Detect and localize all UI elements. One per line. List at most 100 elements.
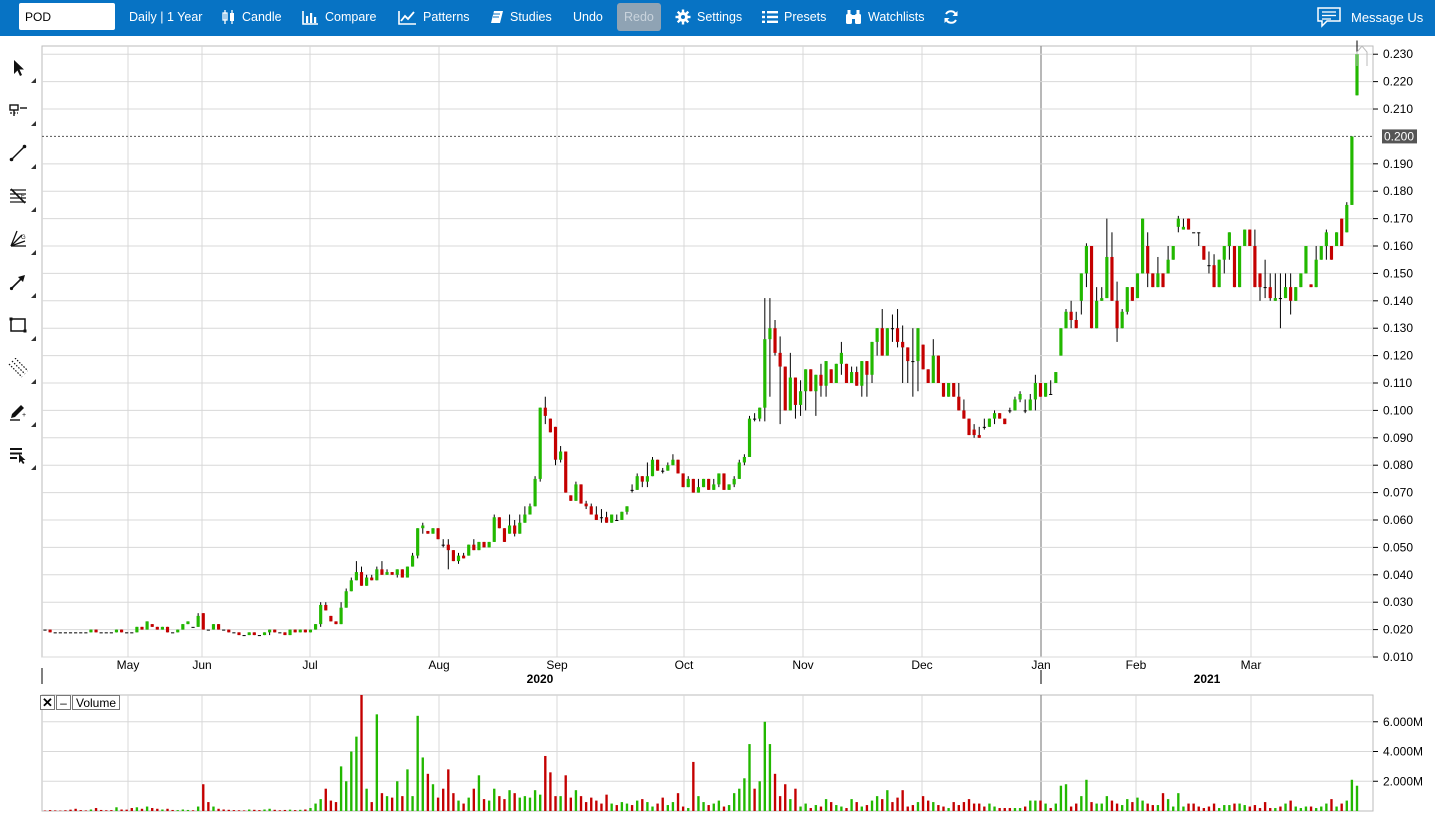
candle-body (1095, 300, 1099, 329)
compare-button[interactable]: Compare (302, 0, 376, 34)
volume-bar (467, 797, 470, 811)
volume-bar (1355, 785, 1359, 811)
volume-bar (972, 803, 976, 811)
current-price-label: 0.200 (1384, 129, 1414, 143)
watchlists-button[interactable]: Watchlists (845, 0, 925, 34)
rectangle-tool[interactable] (6, 311, 36, 341)
candle-body (1294, 287, 1298, 301)
volume-bar (1172, 806, 1175, 811)
volume-bar (1085, 779, 1088, 811)
candle-body (533, 478, 537, 507)
volume-bar (671, 802, 675, 811)
line-tool[interactable] (6, 139, 36, 169)
message-us-button[interactable]: Message Us (1316, 0, 1423, 34)
redo-button[interactable]: Redo (617, 3, 661, 31)
candle-body (860, 361, 864, 386)
candle-body (1074, 319, 1078, 329)
volume-bar (222, 809, 225, 811)
volume-bar (865, 805, 869, 811)
volume-bar (1212, 803, 1216, 811)
gann-fan-tool[interactable]: G (6, 225, 36, 255)
volume-bar (1044, 803, 1047, 811)
volume-bar (115, 807, 118, 811)
volume-bar (998, 808, 1001, 811)
candle-body (1217, 259, 1221, 288)
volume-bar (1064, 784, 1068, 811)
volume-bar (48, 810, 52, 811)
candle-body (1151, 273, 1155, 288)
candle-body (1171, 246, 1175, 260)
volume-bar (886, 790, 889, 811)
volume-bar (1039, 800, 1042, 811)
candle-body (232, 632, 236, 634)
patterns-button[interactable]: Patterns (398, 0, 470, 34)
volume-bar (401, 796, 404, 811)
annotation-pen-tool[interactable]: + (6, 397, 36, 427)
studies-button[interactable]: Studies (490, 0, 552, 34)
undo-label: Undo (573, 10, 603, 24)
volume-bar (1100, 803, 1103, 811)
chart-area[interactable]: May Jun Jul Aug Sep Oct Nov Dec Jan Feb Mar 2020 202… (0, 36, 1435, 817)
candle-body (604, 517, 609, 523)
volume-bar (584, 802, 588, 811)
patterns-label: Patterns (423, 10, 470, 24)
candle-body (365, 577, 369, 586)
volume-bar (1080, 796, 1083, 811)
undo-button[interactable]: Undo (573, 0, 603, 34)
close-volume-panel-button[interactable]: ✕ (40, 695, 55, 710)
chat-bubble-icon (1317, 7, 1341, 28)
x-tick-label: Aug (428, 658, 449, 672)
chart-type-button[interactable]: Candle (222, 0, 282, 34)
candle-body (186, 621, 190, 625)
volume-bar (1069, 806, 1073, 811)
volume-bar (916, 802, 920, 811)
volume-bar (421, 757, 424, 811)
candle-body (574, 484, 578, 501)
candle-body (1350, 136, 1354, 205)
fibonacci-tool[interactable]: F (6, 182, 36, 212)
y-tick-label: 0.170 (1383, 212, 1413, 226)
book-icon (491, 10, 503, 23)
candle-body (1008, 410, 1012, 412)
y-tick-label: 0.130 (1383, 321, 1413, 335)
volume-bar (1335, 806, 1338, 811)
candle-body (1340, 218, 1344, 247)
crosshair-tool[interactable] (6, 96, 36, 126)
candle-body (656, 459, 660, 471)
candle-body (615, 520, 619, 522)
volume-bar (130, 808, 133, 811)
volume-bar (355, 736, 358, 811)
interval-button[interactable]: Daily | 1 Year (129, 0, 202, 34)
candle-body (135, 626, 139, 633)
candle-body (472, 544, 476, 551)
volume-bar (1075, 803, 1078, 811)
candle-body (753, 418, 757, 420)
candle-body (880, 328, 884, 356)
channel-tool[interactable] (6, 354, 36, 384)
volume-bar (329, 800, 333, 811)
x-tick-label: Jun (192, 658, 211, 672)
volume-bar (370, 802, 373, 811)
candle-body (901, 341, 905, 348)
volume-bar (1269, 808, 1272, 811)
candle-body (625, 506, 629, 512)
volume-bar (763, 721, 766, 811)
candle-body (201, 613, 205, 630)
refresh-button[interactable] (943, 0, 965, 34)
pointer-tool[interactable] (6, 53, 36, 83)
volume-bar (697, 796, 700, 811)
arrow-tool[interactable] (6, 268, 36, 298)
settings-button[interactable]: Settings (675, 0, 742, 34)
volume-bar (498, 796, 501, 811)
volume-bar (850, 799, 853, 811)
candle-body (977, 435, 981, 438)
channel-tool-icon (8, 358, 28, 378)
volume-bar (186, 809, 190, 811)
presets-button[interactable]: Presets (762, 0, 826, 34)
line-chart-icon (398, 10, 416, 25)
symbol-input[interactable] (19, 3, 115, 30)
volume-bar (278, 810, 282, 811)
candle-body (370, 577, 374, 581)
drawings-list-tool[interactable] (6, 440, 36, 470)
minimize-volume-panel-button[interactable]: – (56, 695, 71, 710)
